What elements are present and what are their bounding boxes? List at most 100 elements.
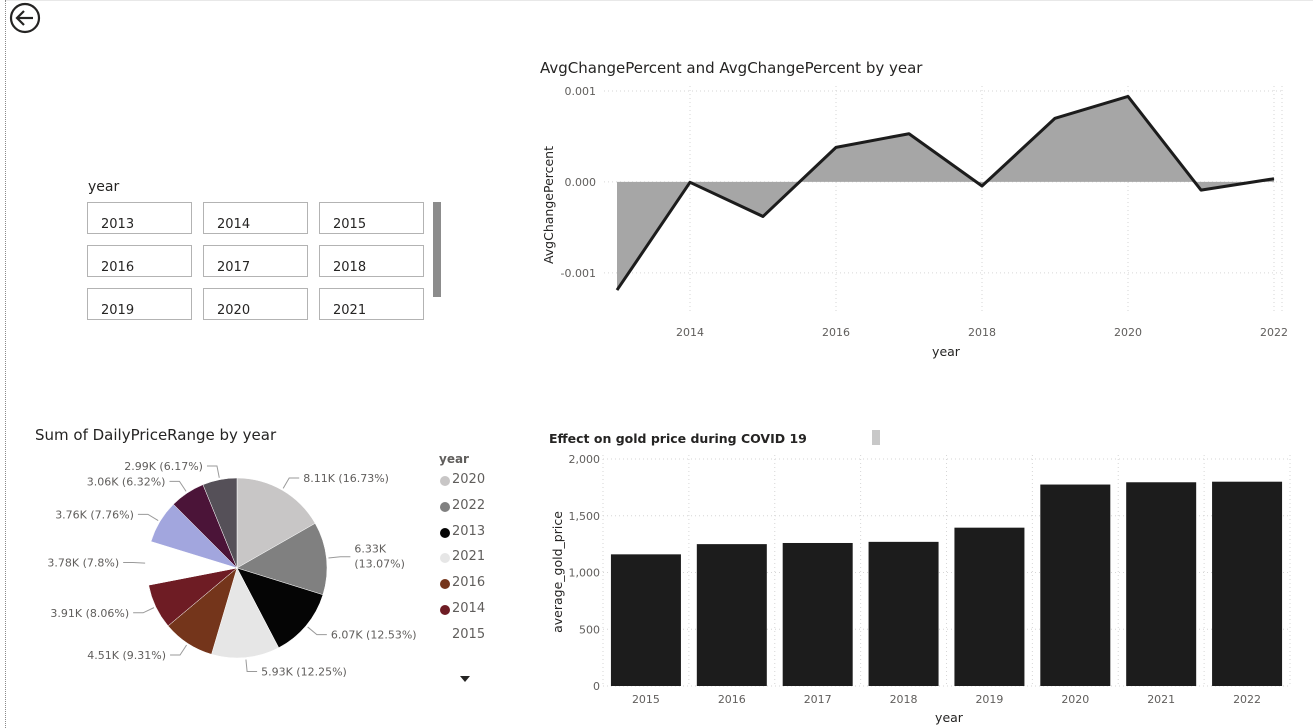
slicer-item-2013[interactable]: 2013 (87, 202, 192, 234)
bar-x-tick-label: 2022 (1233, 693, 1261, 706)
pie-data-label: 6.07K (12.53%) (331, 629, 417, 642)
legend-item-2020[interactable]: 2020 (439, 472, 485, 498)
bar-y-tick-label: 2,000 (569, 453, 601, 466)
bar-2016 (696, 544, 767, 686)
area-y-tick-label: 0.000 (565, 176, 597, 189)
pie-leader-line (307, 626, 327, 636)
legend-item-2021[interactable]: 2021 (439, 549, 485, 575)
pie-leader-line (282, 477, 300, 489)
bar-x-tick-label: 2016 (718, 693, 746, 706)
bar-x-tick-label: 2021 (1147, 693, 1175, 706)
slicer-item-2017[interactable]: 2017 (203, 245, 308, 277)
slicer-item-2015[interactable]: 2015 (319, 202, 424, 234)
canvas-top-border (6, 0, 1313, 1)
slicer-item-2020[interactable]: 2020 (203, 288, 308, 320)
area-x-tick-label: 2020 (1114, 326, 1142, 339)
slicer-item-2021[interactable]: 2021 (319, 288, 424, 320)
pie-data-label: 3.91K (8.06%) (50, 607, 129, 620)
pie-leader-line (123, 561, 146, 564)
pie-data-label: 4.51K (9.31%) (87, 649, 166, 662)
bar-y-tick-label: 1,000 (569, 567, 601, 580)
legend-item-2014[interactable]: 2014 (439, 601, 485, 627)
area-x-axis-title: year (932, 344, 961, 359)
area-x-tick-label: 2014 (676, 326, 704, 339)
pie-legend: year 2020 2022 2013 2021 2016 2014 2015 (439, 452, 485, 653)
pie-leader-line (170, 644, 188, 656)
pie-data-label: 3.76K (7.76%) (55, 508, 134, 521)
area-y-tick-label: 0.001 (565, 85, 597, 98)
area-chart-title: AvgChangePercent and AvgChangePercent by… (540, 59, 923, 77)
legend-label: 2013 (452, 523, 486, 539)
pie-slice-2022 (236, 523, 328, 596)
pie-leader-line (133, 607, 155, 614)
legend-label: 2022 (452, 497, 486, 513)
pie-data-label: 6.33K (13.07%) (354, 543, 405, 571)
pie-leader-line (328, 556, 351, 559)
area-x-tick-label: 2018 (968, 326, 996, 339)
legend-marker-icon (440, 501, 450, 512)
bar-2015 (610, 554, 681, 686)
legend-label: 2016 (452, 575, 486, 591)
legend-scroll-down-icon[interactable] (460, 676, 470, 682)
bar-2022 (1212, 481, 1283, 686)
pie-slice-2021 (211, 567, 280, 659)
area-series-line (615, 94, 1275, 291)
bar-x-tick-label: 2019 (975, 693, 1003, 706)
area-fill (617, 96, 1274, 291)
pie-slice-2019 (202, 477, 238, 569)
area-y-tick-label: -0.001 (561, 267, 596, 280)
pie-data-label: 5.93K (12.25%) (261, 666, 347, 679)
slicer-item-2018[interactable]: 2018 (319, 245, 424, 277)
legend-label: 2020 (452, 472, 486, 487)
area-y-axis-title: AvgChangePercent (541, 146, 556, 264)
pie-chart-title: Sum of DailyPriceRange by year (35, 426, 277, 444)
slicer-scrollbar[interactable] (433, 202, 441, 297)
legend-marker-icon (440, 604, 450, 615)
canvas-left-border (5, 0, 6, 728)
slicer-item-2014[interactable]: 2014 (203, 202, 308, 234)
legend-marker-icon (440, 553, 450, 564)
pie-data-label: 3.06K (6.32%) (87, 475, 166, 488)
bar-2018 (868, 541, 939, 686)
legend-marker-icon (440, 476, 450, 486)
slicer-item-2019[interactable]: 2019 (87, 288, 192, 320)
slicer-item-2016[interactable]: 2016 (87, 245, 192, 277)
pie-leader-line (245, 659, 258, 673)
pie-slice-2013 (236, 567, 324, 649)
legend-marker-icon (440, 527, 450, 538)
legend-marker-icon (440, 579, 450, 590)
pie-leader-line (169, 480, 187, 492)
legend-item-2015[interactable]: 2015 (439, 627, 485, 653)
bar-x-axis-title: year (935, 710, 964, 725)
bar-y-axis-title: average_gold_price (550, 511, 565, 633)
pie-leader-line (137, 513, 159, 521)
pie-data-label: 2.99K (6.17%) (124, 460, 203, 473)
bar-2017 (782, 542, 853, 686)
bar-2019 (954, 527, 1025, 686)
legend-item-2013[interactable]: 2013 (439, 524, 485, 550)
bar-2021 (1126, 482, 1197, 686)
area-x-tick-label: 2016 (822, 326, 850, 339)
pie-leader-line (206, 465, 220, 478)
bar-x-tick-label: 2018 (890, 693, 918, 706)
pie-data-label: 3.78K (7.8%) (47, 556, 119, 569)
bar-y-tick-label: 1,500 (569, 510, 601, 523)
bar-x-tick-label: 2020 (1061, 693, 1089, 706)
back-arrow-icon[interactable] (9, 2, 41, 34)
legend-title: year (439, 452, 469, 466)
bar-y-tick-label: 0 (593, 680, 600, 693)
bar-x-tick-label: 2015 (632, 693, 660, 706)
year-slicer: 2013 2014 2015 2016 2017 2018 2019 2020 … (87, 202, 427, 324)
bar-y-tick-label: 500 (579, 623, 600, 636)
pie-slice-2020 (236, 477, 316, 569)
legend-label: 2015 (452, 626, 486, 642)
legend-item-2016[interactable]: 2016 (439, 575, 485, 601)
area-x-tick-label: 2022 (1260, 326, 1288, 339)
legend-item-2022[interactable]: 2022 (439, 498, 485, 524)
bar-2020 (1040, 484, 1111, 686)
pie-data-label: 8.11K (16.73%) (303, 472, 389, 485)
visual-header-grip[interactable] (872, 430, 880, 445)
